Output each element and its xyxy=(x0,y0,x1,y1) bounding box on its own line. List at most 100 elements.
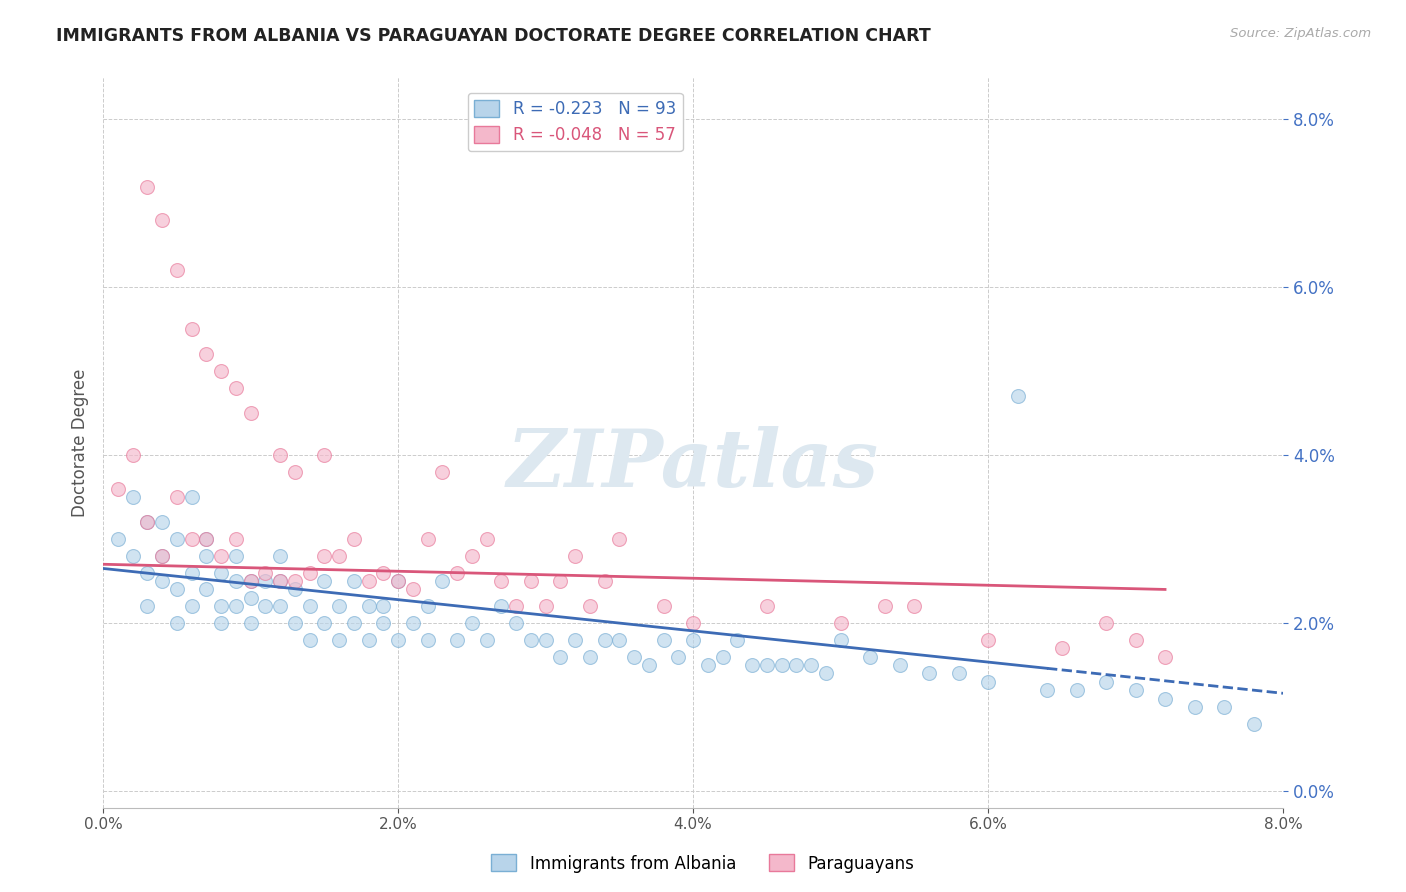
Point xyxy=(1154,691,1177,706)
Point xyxy=(432,574,454,588)
Point xyxy=(918,666,941,681)
Point xyxy=(195,532,218,546)
Point xyxy=(814,666,837,681)
Point xyxy=(416,532,439,546)
Point xyxy=(461,549,484,563)
Point xyxy=(948,666,970,681)
Point xyxy=(343,532,366,546)
Point xyxy=(475,532,498,546)
Point xyxy=(150,213,173,227)
Point xyxy=(550,649,572,664)
Point xyxy=(1125,632,1147,647)
Point xyxy=(328,599,350,614)
Point xyxy=(859,649,882,664)
Point xyxy=(328,549,350,563)
Point xyxy=(195,347,218,361)
Point xyxy=(314,574,336,588)
Point xyxy=(1095,615,1118,630)
Point xyxy=(1095,674,1118,689)
Point xyxy=(107,532,129,546)
Point xyxy=(623,649,645,664)
Point xyxy=(830,615,852,630)
Point xyxy=(298,599,321,614)
Point xyxy=(209,599,232,614)
Point xyxy=(475,632,498,647)
Point xyxy=(491,599,513,614)
Point xyxy=(343,615,366,630)
Point xyxy=(373,615,395,630)
Point xyxy=(1066,683,1088,698)
Point xyxy=(725,632,748,647)
Point xyxy=(254,566,277,580)
Point xyxy=(180,490,202,504)
Point xyxy=(239,574,262,588)
Point xyxy=(593,574,616,588)
Point xyxy=(180,322,202,336)
Point xyxy=(520,574,543,588)
Point xyxy=(195,549,218,563)
Point xyxy=(637,658,659,673)
Point xyxy=(446,566,468,580)
Point xyxy=(800,658,823,673)
Point xyxy=(755,599,778,614)
Point xyxy=(696,658,718,673)
Point xyxy=(357,599,380,614)
Point xyxy=(298,566,321,580)
Point xyxy=(579,649,602,664)
Point xyxy=(1125,683,1147,698)
Point xyxy=(136,566,159,580)
Point xyxy=(180,566,202,580)
Text: ZIPatlas: ZIPatlas xyxy=(508,425,879,503)
Point xyxy=(314,448,336,462)
Point xyxy=(402,615,425,630)
Point xyxy=(328,632,350,647)
Point xyxy=(711,649,734,664)
Point xyxy=(534,599,557,614)
Point xyxy=(136,516,159,530)
Point xyxy=(520,632,543,647)
Point xyxy=(373,566,395,580)
Point xyxy=(534,632,557,647)
Point xyxy=(387,574,409,588)
Point xyxy=(593,632,616,647)
Point xyxy=(550,574,572,588)
Point xyxy=(284,574,307,588)
Point xyxy=(373,599,395,614)
Point xyxy=(505,599,527,614)
Point xyxy=(607,632,630,647)
Point xyxy=(136,599,159,614)
Point xyxy=(136,179,159,194)
Point xyxy=(652,599,675,614)
Point xyxy=(873,599,896,614)
Point xyxy=(225,532,247,546)
Point xyxy=(166,615,188,630)
Point xyxy=(830,632,852,647)
Point xyxy=(741,658,763,673)
Point xyxy=(225,381,247,395)
Point xyxy=(150,574,173,588)
Point xyxy=(269,574,291,588)
Point xyxy=(387,574,409,588)
Point xyxy=(284,582,307,597)
Point xyxy=(903,599,925,614)
Point xyxy=(357,574,380,588)
Point xyxy=(180,532,202,546)
Legend: R = -0.223   N = 93, R = -0.048   N = 57: R = -0.223 N = 93, R = -0.048 N = 57 xyxy=(468,93,682,151)
Point xyxy=(166,582,188,597)
Point xyxy=(889,658,911,673)
Point xyxy=(239,406,262,420)
Point xyxy=(254,599,277,614)
Point xyxy=(579,599,602,614)
Point xyxy=(150,549,173,563)
Point xyxy=(416,599,439,614)
Y-axis label: Doctorate Degree: Doctorate Degree xyxy=(72,368,89,516)
Point xyxy=(1184,700,1206,714)
Point xyxy=(977,632,1000,647)
Point xyxy=(1050,641,1073,656)
Text: IMMIGRANTS FROM ALBANIA VS PARAGUAYAN DOCTORATE DEGREE CORRELATION CHART: IMMIGRANTS FROM ALBANIA VS PARAGUAYAN DO… xyxy=(56,27,931,45)
Point xyxy=(357,632,380,647)
Point xyxy=(1213,700,1236,714)
Point xyxy=(564,632,586,647)
Point xyxy=(1243,716,1265,731)
Point xyxy=(107,482,129,496)
